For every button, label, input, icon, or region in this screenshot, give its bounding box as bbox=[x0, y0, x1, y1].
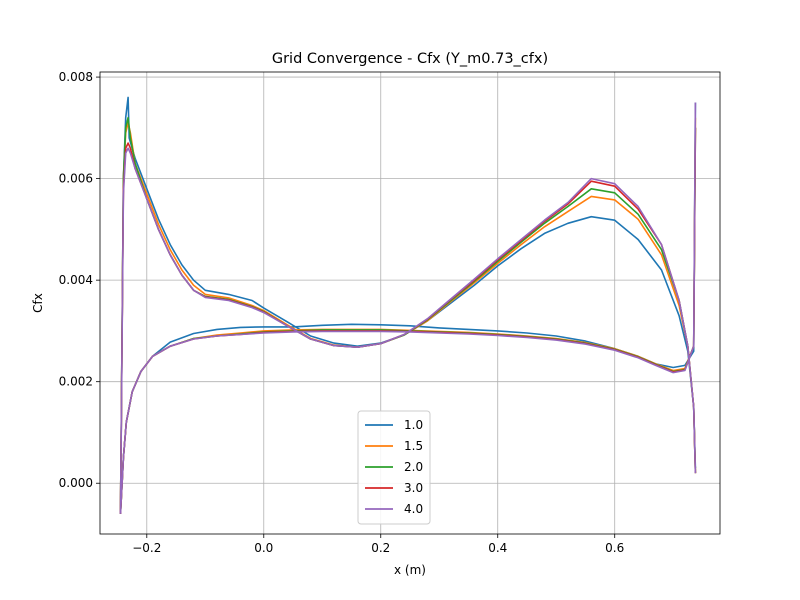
series-4-0-lower-line bbox=[119, 102, 697, 514]
plot-frame bbox=[99, 71, 721, 535]
x-tick-label: 0.0 bbox=[254, 541, 273, 555]
x-tick-label: 0.4 bbox=[488, 541, 507, 555]
legend-box bbox=[357, 410, 431, 525]
x-tick-label: 0.2 bbox=[371, 541, 390, 555]
y-tick-label: 0.000 bbox=[59, 476, 93, 490]
y-axis-label: Cfx bbox=[31, 293, 45, 313]
legend-label: 2.0 bbox=[404, 460, 423, 474]
y-axis-ticks: 0.000 0.002 0.004 0.006 0.008 bbox=[59, 70, 100, 490]
legend-label: 4.0 bbox=[404, 502, 423, 516]
chart-title: Grid Convergence - Cfx (Y_m0.73_cfx) bbox=[272, 51, 548, 67]
y-tick-label: 0.002 bbox=[59, 375, 93, 389]
legend-label: 3.0 bbox=[404, 481, 423, 495]
legend-label: 1.0 bbox=[404, 418, 423, 432]
x-tick-label: −0.2 bbox=[132, 541, 161, 555]
x-axis-ticks: −0.2 0.0 0.2 0.4 0.6 bbox=[132, 534, 624, 555]
legend-label: 1.5 bbox=[404, 439, 423, 453]
y-tick-label: 0.008 bbox=[59, 70, 93, 84]
y-tick-label: 0.006 bbox=[59, 172, 93, 186]
series-1-0-upper-line bbox=[119, 96, 697, 514]
series-4-0-upper-line bbox=[119, 147, 697, 514]
legend: 1.0 1.5 2.0 3.0 4.0 bbox=[357, 410, 431, 525]
x-axis-label: x (m) bbox=[394, 563, 426, 577]
x-tick-label: 0.6 bbox=[605, 541, 624, 555]
series-lines bbox=[119, 96, 697, 514]
y-tick-label: 0.004 bbox=[59, 273, 93, 287]
